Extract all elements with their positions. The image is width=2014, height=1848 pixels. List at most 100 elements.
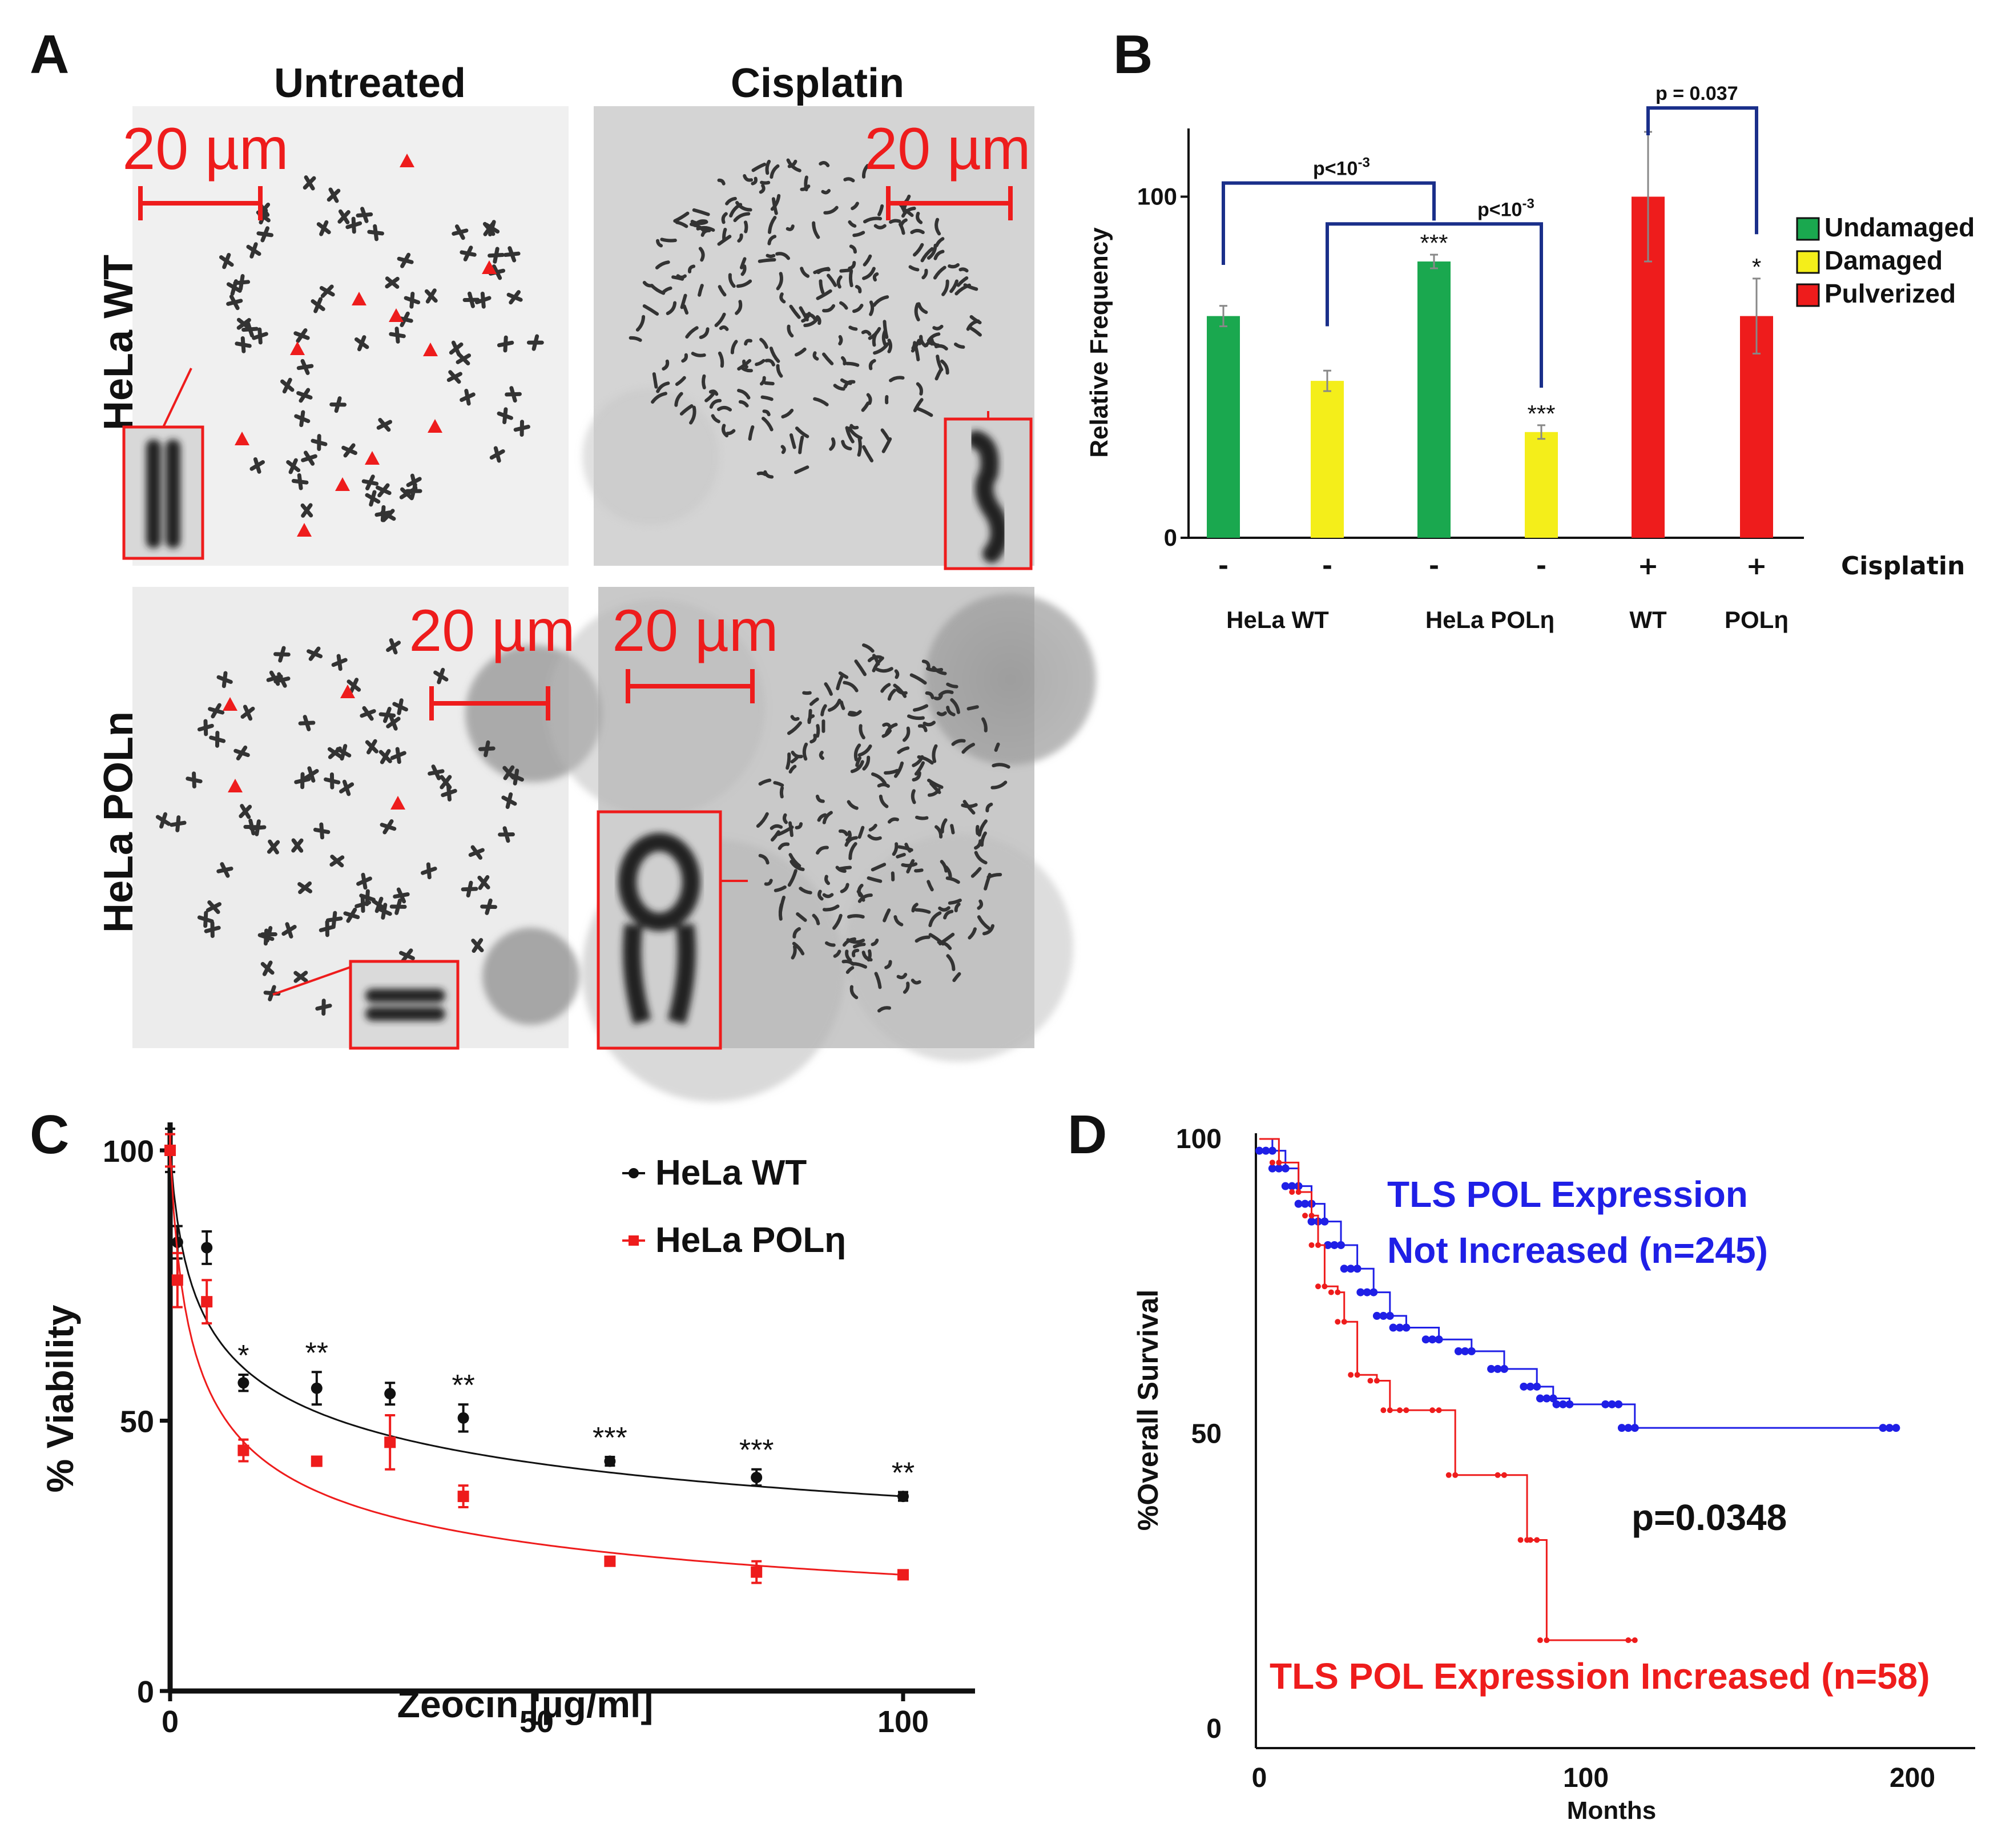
b-comparison-bracket [1646, 106, 1758, 235]
chromosome [273, 672, 291, 688]
b-significance: *** [1420, 230, 1448, 256]
chromatid [838, 671, 849, 679]
chromatid [692, 208, 710, 216]
chromatid [962, 800, 976, 815]
chromatid [902, 726, 911, 742]
chromatid [714, 312, 726, 327]
chromosome [296, 359, 314, 375]
chromatid [861, 329, 872, 336]
chromosome [380, 819, 397, 835]
chromatid [852, 303, 864, 313]
chromatid [786, 158, 801, 172]
c-x-tick-label: 0 [162, 1705, 179, 1739]
chromatid [992, 763, 1010, 769]
chromatid [912, 755, 924, 767]
d-censor-mark [1354, 1372, 1360, 1378]
chromatid [786, 752, 791, 770]
d-censor-mark [1337, 1241, 1345, 1249]
panel-c-letter: C [30, 1104, 69, 1165]
d-label-not-increased-1: TLS POL Expression [1387, 1174, 1748, 1215]
chromatid [822, 811, 833, 824]
d-censor-mark [1385, 1311, 1394, 1320]
c-point-wt [751, 1471, 763, 1483]
d-censor-mark [1302, 1213, 1308, 1219]
chromatid [635, 315, 646, 332]
chromatid [883, 908, 891, 923]
d-censor-mark [1436, 1407, 1442, 1414]
c-point-poleta [751, 1566, 763, 1578]
chromatid [655, 260, 670, 269]
chromatid [941, 279, 949, 296]
d-censor-mark [1335, 1319, 1341, 1325]
chromatid [764, 879, 773, 886]
chromatid [985, 802, 993, 812]
chromatid [951, 739, 966, 746]
chromatid [948, 263, 960, 269]
chromosome [249, 457, 265, 474]
c-point-wt [384, 1388, 396, 1400]
d-censor-mark [1262, 1146, 1270, 1155]
chromosome [405, 482, 422, 500]
chromatid [751, 162, 767, 172]
inset-chromosome-1 [146, 440, 180, 548]
chromatid [927, 243, 937, 260]
chromatid [940, 359, 949, 375]
chromatid [921, 659, 931, 669]
chromatid [892, 842, 899, 856]
chromatid [730, 340, 738, 355]
chromatid [774, 885, 787, 892]
chromatid [656, 239, 663, 248]
arrowhead-icon [365, 451, 380, 465]
chromatid [954, 902, 961, 913]
chromatid [728, 273, 736, 288]
chromatid [687, 264, 696, 273]
chromosome [209, 731, 226, 748]
chromatid [872, 272, 879, 282]
chromatid [856, 889, 865, 902]
chromatid [798, 436, 804, 454]
chromosome [233, 274, 251, 291]
chromatid [823, 206, 839, 215]
chromatid [881, 329, 887, 347]
c-point-poleta [171, 1274, 183, 1286]
chromatid [843, 380, 856, 389]
chromatid [929, 782, 941, 794]
d-censor-mark [1367, 1378, 1373, 1384]
chromatid [861, 401, 870, 412]
c-point-wt [311, 1382, 323, 1394]
d-censor-mark [1429, 1407, 1436, 1414]
chromosome [393, 887, 410, 904]
scale-bar-2: 20 µm [864, 116, 1031, 220]
chromatid [737, 233, 743, 243]
chromosome [273, 646, 291, 663]
panel-b-letter: B [1113, 24, 1153, 85]
chromosome [327, 187, 341, 203]
chromatid [848, 325, 858, 331]
b-group-label: POLη [1725, 606, 1789, 633]
chromatid [873, 224, 887, 230]
chromatid [906, 859, 915, 873]
b-group-label: HeLa WT [1226, 606, 1329, 633]
chromatid [792, 941, 805, 956]
d-y-tick-label: 0 [1206, 1714, 1222, 1744]
d-censor-mark [1558, 1400, 1567, 1408]
chromatid [676, 274, 687, 279]
chromatid [758, 258, 776, 263]
chromatid [735, 300, 743, 315]
chromosome [478, 740, 496, 758]
chromatid [743, 174, 754, 182]
chromatid [889, 219, 901, 224]
d-censor-mark [1340, 1265, 1348, 1273]
chromatid [872, 295, 889, 307]
chromatid [629, 336, 642, 342]
b-comparison-label: p<10-3 [1477, 196, 1534, 220]
chromosome [281, 922, 297, 939]
d-censor-mark [1892, 1424, 1900, 1432]
chromatid [975, 825, 980, 835]
d-censor-mark [1308, 1213, 1315, 1219]
c-point-poleta [384, 1436, 396, 1448]
chromatid [879, 794, 889, 808]
chromatid [789, 304, 801, 319]
chromatid [857, 744, 872, 757]
